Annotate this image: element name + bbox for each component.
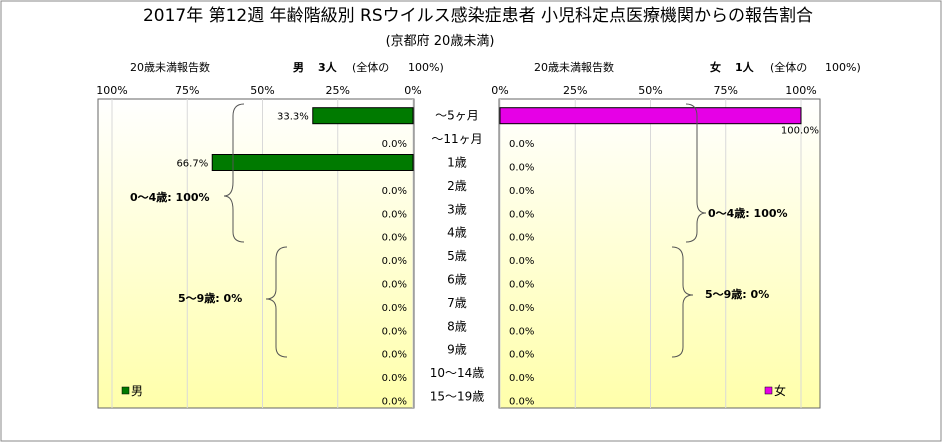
left-brace-0-4 (223, 103, 245, 243)
male-value-label: 0.0% (382, 233, 407, 244)
age-category-label: 9歳 (447, 343, 467, 357)
age-category-label: 7歳 (447, 296, 467, 310)
female-value-label: 0.0% (509, 280, 534, 291)
left-count-label: 20歳未満報告数 (130, 61, 210, 74)
age-category-label: 4歳 (447, 226, 467, 240)
age-category-label: 5歳 (447, 249, 467, 263)
male-value-label: 0.0% (382, 139, 407, 150)
right-x-tick-label: 0% (491, 84, 508, 97)
right-total-note: (全体の (770, 60, 807, 74)
left-total-pct: 100%) (408, 61, 444, 74)
left-brace-5-9 (265, 246, 288, 358)
age-category-label: 3歳 (447, 202, 467, 216)
right-brace-5-9 (671, 246, 694, 358)
right-sex-label: 女 (710, 60, 721, 74)
male-value-label: 66.7% (176, 159, 208, 170)
right-total-pct: 100%) (825, 61, 861, 74)
left-x-tick-label: 75% (175, 84, 199, 97)
male-legend-swatch (121, 386, 130, 395)
female-value-label: 0.0% (509, 209, 534, 220)
male-value-label: 0.0% (382, 373, 407, 384)
female-legend-label: 女 (774, 383, 786, 398)
female-value-label: 0.0% (509, 350, 534, 361)
female-value-label: 0.0% (509, 303, 534, 314)
right-brace-label-5-9: 5～9歳: 0% (705, 287, 769, 301)
left-plot-area (97, 98, 415, 409)
right-people: 1人 (735, 60, 755, 74)
chart-title: 2017年 第12週 年齢階級別 RSウイルス感染症患者 小児科定点医療機関から… (143, 6, 813, 26)
male-value-label: 0.0% (382, 397, 407, 408)
age-category-label: 8歳 (447, 319, 467, 333)
female-value-label: 0.0% (509, 233, 534, 244)
right-x-tick-label: 75% (714, 84, 738, 97)
female-value-label: 0.0% (509, 163, 534, 174)
male-value-label: 0.0% (382, 280, 407, 291)
age-category-label: ～11ヶ月 (431, 132, 482, 146)
right-x-tick-label: 25% (563, 84, 587, 97)
age-category-label: 2歳 (447, 179, 467, 193)
right-plot-area (498, 98, 821, 409)
male-value-label: 0.0% (382, 186, 407, 197)
age-category-label: 6歳 (447, 273, 467, 287)
male-legend-label: 男 (131, 384, 143, 398)
male-bar (312, 107, 414, 125)
age-category-label: 10～14歳 (430, 366, 485, 380)
female-value-label: 0.0% (509, 186, 534, 197)
male-value-label: 0.0% (382, 326, 407, 337)
male-bar (211, 154, 414, 171)
left-brace-label-5-9: 5～9歳: 0% (178, 291, 242, 305)
female-value-label: 0.0% (509, 397, 534, 408)
male-value-label: 0.0% (382, 350, 407, 361)
left-people: 3人 (318, 60, 338, 74)
age-category-label: ～5ヶ月 (435, 109, 479, 123)
left-sex-label: 男 (293, 61, 304, 74)
female-legend-swatch (764, 386, 773, 395)
female-value-label: 100.0% (781, 126, 819, 137)
female-bar (499, 107, 802, 125)
right-x-tick-label: 50% (638, 84, 662, 97)
left-x-tick-label: 50% (250, 84, 274, 97)
left-brace-label-0-4: 0～4歳: 100% (130, 190, 210, 204)
male-value-label: 0.0% (382, 256, 407, 267)
right-count-label: 20歳未満報告数 (534, 61, 614, 74)
right-brace-label-0-4: 0～4歳: 100% (708, 206, 788, 220)
male-value-label: 0.0% (382, 303, 407, 314)
right-brace-0-4 (685, 103, 707, 243)
male-value-label: 0.0% (382, 209, 407, 220)
left-x-tick-label: 25% (326, 84, 350, 97)
male-value-label: 33.3% (277, 112, 309, 123)
left-total-note: (全体の (352, 60, 389, 74)
female-value-label: 0.0% (509, 326, 534, 337)
female-value-label: 0.0% (509, 139, 534, 150)
age-category-label: 1歳 (447, 156, 467, 170)
left-x-tick-label: 0% (404, 84, 421, 97)
left-x-tick-label: 100% (96, 84, 127, 97)
chart-subtitle: (京都府 20歳未満) (386, 34, 495, 49)
female-value-label: 0.0% (509, 256, 534, 267)
age-category-label: 15～19歳 (430, 390, 485, 404)
female-value-label: 0.0% (509, 373, 534, 384)
right-x-tick-label: 100% (785, 84, 816, 97)
